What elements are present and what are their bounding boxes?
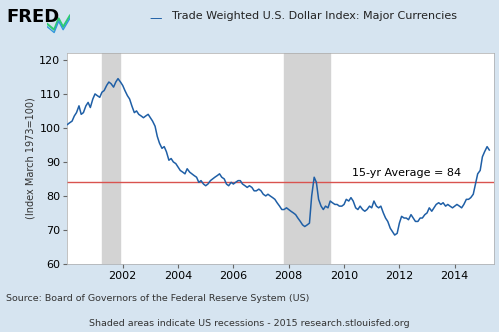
Bar — [284, 53, 330, 264]
Text: Trade Weighted U.S. Dollar Index: Major Currencies: Trade Weighted U.S. Dollar Index: Major … — [172, 11, 457, 21]
Bar — [102, 53, 120, 264]
Text: Source: Board of Governors of the Federal Reserve System (US): Source: Board of Governors of the Federa… — [6, 294, 309, 303]
Text: Shaded areas indicate US recessions - 2015 research.stlouisfed.org: Shaded areas indicate US recessions - 20… — [89, 319, 410, 328]
Text: 15-yr Average = 84: 15-yr Average = 84 — [352, 168, 462, 178]
Text: —: — — [150, 12, 162, 25]
Y-axis label: (Index March 1973=100): (Index March 1973=100) — [25, 98, 35, 219]
Text: FRED: FRED — [6, 8, 59, 26]
